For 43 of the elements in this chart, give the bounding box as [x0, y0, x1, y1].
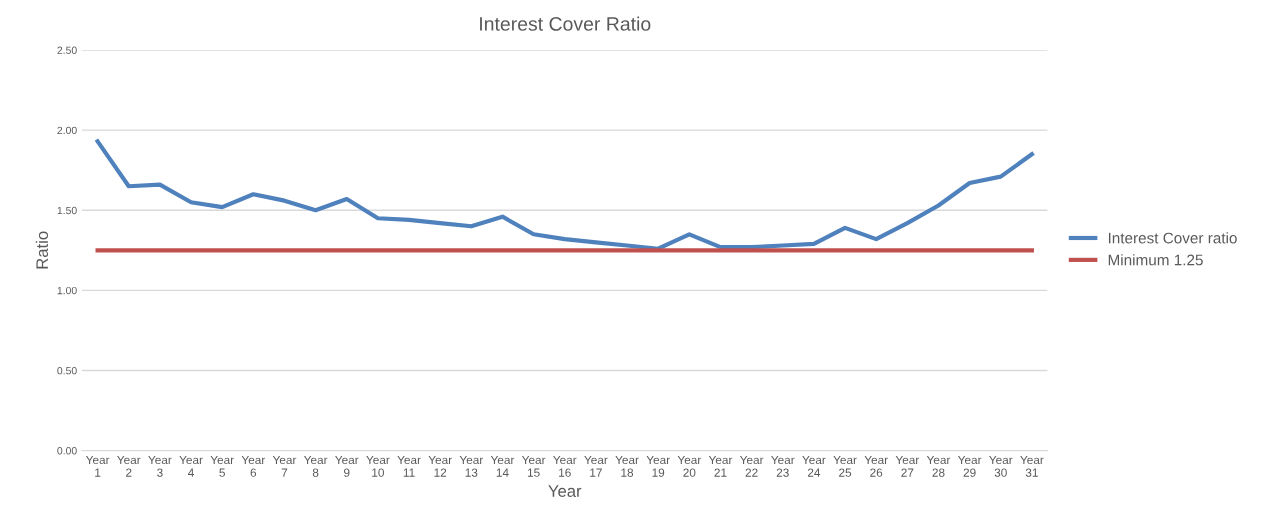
x-tick-label: Year 17 [584, 455, 608, 477]
x-tick-label: Year 19 [646, 455, 670, 477]
x-tick-label: Year 22 [739, 455, 764, 477]
x-tick-label: Year 16 [553, 455, 577, 477]
legend-label: Interest Cover ratio [1108, 232, 1237, 244]
x-axis-title: Year [548, 485, 582, 497]
x-tick-label: Year 5 [210, 455, 234, 477]
x-tick-label: Year 4 [179, 455, 203, 477]
x-tick-label: Year 31 [1020, 455, 1044, 477]
x-tick-label: Year 23 [771, 455, 795, 477]
x-tick-label: Year 7 [272, 455, 297, 477]
line-series [95, 139, 1034, 251]
x-tick-label: Year 30 [989, 455, 1013, 477]
x-tick-label: Year 18 [615, 455, 639, 477]
x-tick-label: Year 20 [677, 455, 702, 477]
y-tick-label: 0.50 [57, 366, 77, 375]
x-tick-label: Year 13 [459, 455, 484, 477]
x-tick-label: Year 10 [366, 455, 390, 477]
x-tick-label: Year 8 [303, 455, 328, 477]
y-tick-label: 0.00 [57, 447, 77, 455]
x-tick-label: Year 21 [708, 455, 733, 477]
y-tick-label: 2.50 [57, 46, 77, 54]
x-tick-label: Year 24 [802, 455, 826, 477]
chart-title: Interest Cover Ratio [480, 16, 651, 31]
x-tick-label: Year 1 [85, 455, 110, 477]
y-tick-label: 1.00 [57, 286, 77, 295]
legend-label: Minimum 1.25 [1108, 254, 1203, 266]
x-tick-label: Year 25 [833, 455, 857, 477]
x-tick-label: Year 3 [148, 455, 172, 477]
x-tick-label: Year 14 [490, 455, 515, 477]
x-tick-label: Year 27 [895, 455, 920, 477]
x-tick-label: Year 28 [926, 455, 951, 477]
x-tick-label: Year 11 [397, 455, 421, 477]
x-tick-label: Year 15 [521, 455, 546, 477]
x-tick-label: Year 2 [117, 455, 141, 477]
y-tick-label: 1.50 [57, 206, 77, 215]
x-tick-label: Year 6 [241, 455, 266, 477]
y-axis-title: Ratio [35, 231, 49, 269]
x-tick-label: Year 26 [864, 455, 888, 477]
x-tick-label: Year 9 [335, 455, 359, 477]
y-tick-label: 2.00 [57, 126, 77, 135]
x-tick-label: Year 29 [957, 455, 982, 477]
x-tick-label: Year 12 [428, 455, 452, 477]
